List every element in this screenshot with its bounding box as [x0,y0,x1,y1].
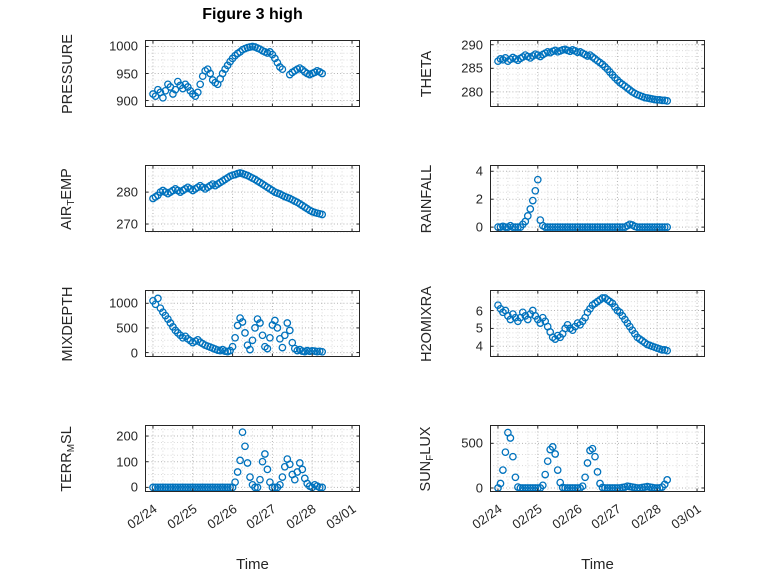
y-tick-label: 500 [461,435,483,451]
y-axis-label-theta: THETA [419,50,435,96]
y-tick-label: 1000 [109,295,138,311]
y-axis-label-terr-msl: TERRMSL [59,426,77,492]
y-label-text: MIXDEPTH [60,286,76,361]
y-tick-label: 290 [461,37,483,53]
scatter-series [494,175,672,231]
y-label-text: PRESSURE [60,33,76,114]
subplot-terr-msl: 0 100 200 TERRMSL 02/24 02/25 02/26 02/27 02/28 0… [59,425,360,532]
y-tick-label: 950 [116,66,138,81]
scatter-series [494,428,672,492]
y-tick-label: 0 [130,479,138,495]
y-tick-label: 280 [461,84,483,100]
y-axis-label-mixdepth: MIXDEPTH [60,286,76,361]
y-tick-label: 6 [475,303,483,319]
y-axis-label-air-temp: AIRTEMP [59,168,77,230]
plot-area [490,425,705,492]
y-tick-label: 0 [475,480,483,496]
scatter-series [149,42,327,102]
y-axis-label-rainfall: RAINFALL [419,164,435,233]
plot-area [490,40,705,107]
y-tick-label: 2 [475,191,483,207]
y-label-text: THETA [419,50,435,97]
subplot-theta: 280 285 290 THETA [419,37,705,107]
figure-title: Figure 3 high [202,6,303,23]
y-label-subscript: M [66,443,77,452]
plot-area [145,165,360,233]
y-label-text: SL [59,425,75,444]
y-tick-label: 0 [475,219,483,235]
y-label-text: EMP [59,167,75,200]
y-tick-label: 900 [116,93,138,109]
plot-area [145,425,360,492]
y-tick-label: 500 [116,320,138,336]
subplot-pressure: 900 950 1000 PRESSURE [60,34,360,113]
plot-area [145,40,360,107]
y-tick-label: 285 [461,60,483,76]
plot-area [145,290,360,357]
y-label-text: H2OMIXRA [419,285,435,362]
subplot-sun-flux: 0 500 SUNFLUX 02/24 02/25 02/26 02/27 02/28 03/0… [418,425,705,532]
y-tick-label: 100 [116,454,138,470]
y-axis-label-h2omixra: H2OMIXRA [419,286,435,362]
subplot-mixdepth: 0 500 1000 MIXDEPTH [60,286,360,361]
plot-area [490,165,705,232]
y-tick-label: 5 [475,320,483,336]
y-tick-label: 4 [475,163,483,179]
y-label-subscript: T [66,199,77,206]
scatter-series [494,45,672,105]
y-label-text: RAINFALL [419,164,435,233]
y-label-subscript: F [425,454,436,461]
y-label-text: TERR [59,451,75,492]
x-axis-label-left: Time [236,556,269,573]
y-axis-label-pressure: PRESSURE [60,34,76,114]
y-tick-label: 280 [116,184,138,200]
y-tick-label: 200 [116,428,138,444]
subplot-air-temp: 270 280 AIRTEMP [59,165,360,233]
y-label-text: SUN [418,460,434,491]
y-label-text: AIR [59,205,75,230]
y-axis-label-sun-flux: SUNFLUX [418,426,436,491]
scatter-series [149,169,327,219]
y-tick-label: 4 [475,338,483,354]
scatter-series [149,294,327,356]
plot-area [490,290,705,357]
subplot-h2omixra: 4 5 6 H2OMIXRA [419,286,705,361]
scatter-series [494,294,672,355]
y-tick-label: 1000 [109,38,138,54]
x-axis-label-right: Time [581,556,614,573]
subplot-rainfall: 0 2 4 RAINFALL [419,164,705,235]
y-tick-label: 270 [116,216,138,232]
y-tick-label: 0 [130,345,138,361]
y-label-text: LUX [418,426,434,455]
